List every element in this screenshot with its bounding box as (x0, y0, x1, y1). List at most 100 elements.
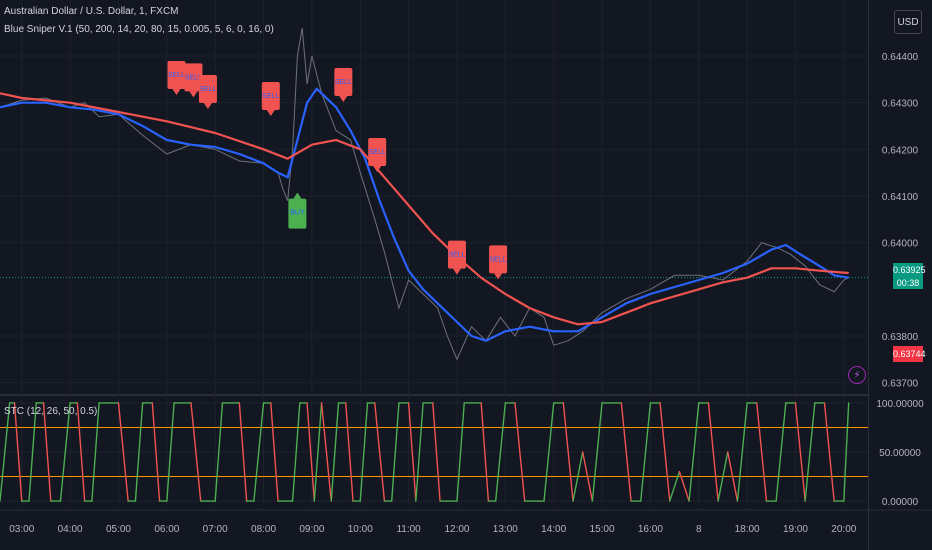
sell-signal-marker: SELL (261, 82, 280, 116)
time-tick-label: 07:00 (203, 524, 228, 535)
signal-label: SELL (490, 256, 507, 263)
stc-segment (13, 402, 23, 502)
countdown-timer: 00:38 (896, 278, 920, 288)
stc-segment (562, 402, 574, 502)
stc-segment (804, 402, 816, 502)
sell-signal-box (261, 82, 280, 110)
currency-button[interactable]: USD (894, 10, 922, 34)
time-tick-label: 19:00 (783, 524, 808, 535)
stc-segment (843, 402, 850, 502)
stc-segment (117, 402, 129, 502)
stc-segment (543, 402, 555, 502)
sell-signal-box (334, 68, 353, 96)
symbol-title[interactable]: Australian Dollar / U.S. Dollar, 1, FXCM (4, 6, 179, 17)
time-tick-label: 03:00 (9, 524, 34, 535)
indicator-legend[interactable]: Blue Sniper V.1 (50, 200, 14, 20, 80, 15… (4, 24, 274, 35)
sell-signal-pointer (189, 91, 198, 98)
sell-signal-box (167, 61, 186, 89)
stc-segment (775, 402, 787, 502)
buy-signal-pointer (293, 192, 302, 199)
stc-tick-label: 100.00000 (876, 399, 924, 410)
stc-segment (727, 451, 739, 502)
lightning-icon[interactable]: ⚡ (848, 366, 866, 384)
time-tick-label: 05:00 (106, 524, 131, 535)
sell-signal-marker: SELL (368, 138, 387, 172)
stc-segment (76, 402, 86, 502)
stc-segment (640, 402, 652, 502)
sell-signal-box (447, 240, 466, 269)
stc-segment (480, 402, 490, 502)
price-series-line (0, 27, 849, 361)
stc-segment (253, 402, 265, 502)
price-tick-label: 0.64400 (882, 52, 919, 63)
stc-segment (572, 451, 584, 502)
sell-signal-box (198, 75, 217, 103)
stc-segment (756, 402, 768, 502)
price-tick-label: 0.64000 (882, 239, 919, 250)
sell-signal-pointer (203, 103, 212, 109)
stc-segment (151, 402, 161, 502)
sell-signal-box (368, 138, 387, 166)
stc-segment (407, 402, 417, 502)
stc-segment (306, 402, 316, 502)
last-price-badge: 0.63925 00:38 (893, 263, 926, 289)
buy-signal-box (288, 198, 307, 229)
stc-segment (415, 402, 424, 502)
time-tick-label: 14:00 (541, 524, 566, 535)
stc-segment (166, 402, 175, 502)
stc-segment (581, 451, 594, 502)
time-tick-label: 04:00 (58, 524, 83, 535)
price-tick-label: 0.64200 (882, 145, 919, 156)
price-tick-label: 0.64100 (882, 192, 919, 203)
stc-segment (330, 402, 340, 502)
stc-segment (134, 402, 144, 502)
signal-label: SELL (335, 79, 352, 86)
ma-price-badge: 0.63744 (893, 346, 926, 362)
stc-segment (456, 402, 465, 502)
time-tick-label: 20:00 (831, 524, 856, 535)
buy-signal-marker: BUY (288, 192, 307, 229)
stc-segment (717, 451, 729, 502)
stc-segment (238, 402, 248, 502)
signal-label: SELL (185, 74, 202, 81)
signal-label: SELL (262, 93, 279, 100)
stc-segment (432, 402, 441, 502)
signal-label: BUY (290, 210, 305, 217)
sell-signal-pointer (266, 110, 275, 116)
time-tick-label: 08:00 (251, 524, 276, 535)
sell-signal-marker: SELL (184, 63, 203, 98)
time-tick-label: 10:00 (348, 524, 373, 535)
stc-segment (823, 402, 835, 502)
price-tick-label: 0.63800 (882, 332, 919, 343)
time-tick-label: 09:00 (299, 524, 324, 535)
stc-segment (794, 402, 806, 502)
stc-tick-label: 0.00000 (882, 497, 919, 508)
stc-segment (620, 402, 632, 502)
stc-segment (320, 402, 332, 502)
stc-segment (688, 402, 700, 502)
sell-signal-box (184, 63, 203, 92)
sell-signal-marker: SELL (489, 245, 508, 280)
stc-legend[interactable]: STC (12, 26, 50, 0.5) (4, 406, 98, 417)
time-tick-label: 16:00 (638, 524, 663, 535)
stc-segment (59, 402, 71, 502)
sell-signal-pointer (373, 166, 382, 172)
stc-segment (0, 402, 11, 502)
sell-signal-marker: SELL (198, 75, 217, 109)
stc-segment (736, 402, 748, 502)
stc-segment (28, 402, 37, 502)
time-tick-label: 8 (696, 524, 702, 535)
stc-segment (291, 402, 301, 502)
time-tick-label: 06:00 (154, 524, 179, 535)
stc-segment (678, 470, 690, 502)
stc-segment (359, 402, 369, 502)
sell-signal-pointer (452, 268, 461, 275)
stc-segment (313, 402, 323, 502)
time-tick-label: 18:00 (735, 524, 760, 535)
stc-segment (42, 402, 52, 502)
sell-signal-pointer (494, 273, 503, 280)
stc-segment (514, 402, 526, 502)
stc-segment (390, 402, 400, 502)
stc-segment (374, 402, 386, 502)
